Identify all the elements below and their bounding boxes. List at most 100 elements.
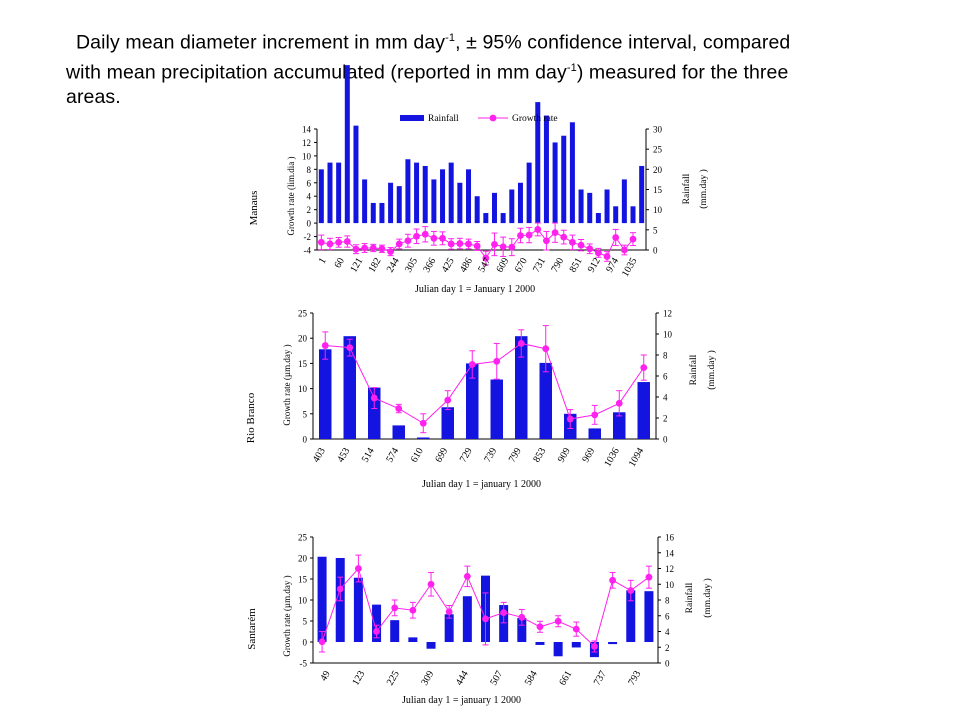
rainfall-bar — [490, 379, 503, 439]
growth-rate-point — [603, 253, 611, 260]
x-tick-label: 729 — [458, 446, 475, 464]
right-axis-label: Rainfall — [688, 354, 699, 385]
rainfall-bar — [396, 186, 402, 224]
left-tick-label: 4 — [307, 192, 312, 202]
growth-rate-point — [343, 238, 351, 245]
growth-rate-point — [354, 565, 362, 572]
growth-rate-point — [609, 576, 617, 584]
growth-rate-point — [566, 415, 574, 423]
growth-rate-line — [325, 342, 645, 424]
rainfall-bar — [343, 336, 356, 439]
rainfall-bar — [569, 122, 575, 224]
growth-rate-point — [543, 237, 550, 245]
site-label: Santarém — [246, 608, 258, 650]
growth-rate-point — [594, 249, 602, 257]
x-tick-label: 731 — [531, 256, 548, 274]
growth-rate-point — [508, 243, 516, 251]
right-tick-label: 14 — [665, 548, 675, 558]
rainfall-bar — [457, 182, 463, 224]
rainfall-bar — [392, 425, 405, 439]
growth-rate-point — [395, 240, 403, 248]
rainfall-bar — [535, 102, 541, 224]
x-tick-label: 425 — [440, 256, 457, 274]
x-tick-label: 853 — [531, 446, 548, 464]
rainfall-bar — [462, 596, 472, 642]
growth-rate-point — [586, 245, 594, 253]
growth-rate-point — [620, 246, 628, 254]
left-tick-label: 25 — [298, 533, 308, 543]
growth-rate-point — [468, 361, 476, 368]
left-axis-label: Growth rate (µm.day ) — [282, 344, 292, 425]
left-tick-label: -4 — [304, 246, 312, 256]
rainfall-bar — [637, 382, 650, 439]
growth-rate-point — [615, 399, 623, 407]
growth-rate-point — [482, 615, 489, 623]
growth-rate-point — [463, 572, 471, 580]
rainfall-bar — [317, 556, 327, 642]
x-tick-label: 507 — [488, 669, 505, 687]
rainfall-bar — [644, 591, 654, 642]
rainfall-bar — [344, 65, 350, 224]
rainfall-bar — [630, 206, 636, 224]
growth-rate-point — [518, 613, 526, 621]
right-tick-label: 10 — [663, 330, 673, 340]
x-tick-label: 486 — [458, 256, 475, 274]
right-axis-label: Rainfall — [681, 173, 692, 204]
growth-rate-point — [542, 345, 550, 353]
x-tick-label: 123 — [350, 669, 367, 687]
growth-rate-point — [473, 242, 481, 250]
right-tick-label: 0 — [663, 435, 668, 445]
rainfall-bar — [327, 162, 333, 224]
x-tick-label: 909 — [556, 446, 573, 464]
x-tick-label: 366 — [421, 256, 438, 274]
growth-rate-point — [627, 587, 635, 594]
right-axis-label-units: (mm.day ) — [698, 169, 709, 209]
rainfall-bar — [571, 642, 581, 648]
right-tick-label: 12 — [663, 309, 672, 319]
rainfall-bar — [552, 142, 558, 224]
rainfall-bar — [362, 179, 368, 224]
left-tick-label: 15 — [298, 359, 308, 369]
rainfall-bar — [390, 620, 400, 642]
rainfall-bar — [613, 206, 619, 224]
growth-rate-point — [525, 231, 533, 239]
left-tick-label: 5 — [303, 409, 308, 419]
rainfall-bar — [408, 637, 418, 642]
rainfall-bar — [318, 169, 324, 224]
rainfall-bar — [543, 115, 549, 224]
x-tick-label: 699 — [433, 446, 450, 464]
growth-rate-point — [439, 234, 446, 242]
right-axis-label-units: (mm.day ) — [706, 350, 717, 390]
x-tick-label: 403 — [311, 446, 328, 464]
growth-rate-point — [444, 396, 452, 404]
growth-rate-point — [499, 243, 507, 251]
growth-rate-point — [456, 240, 464, 247]
growth-rate-point — [421, 230, 429, 238]
left-axis-label: Growth rate (lim.dia ) — [286, 157, 296, 236]
right-tick-label: 8 — [663, 351, 668, 361]
right-axis-label: Rainfall — [684, 582, 695, 613]
legend-rainfall-label: Rainfall — [428, 113, 459, 124]
growth-rate-point — [361, 244, 369, 252]
x-axis-label: Julian day 1 = january 1 2000 — [422, 479, 541, 490]
left-tick-label: 25 — [298, 309, 308, 319]
left-tick-label: 0 — [307, 219, 312, 229]
right-tick-label: 4 — [665, 627, 670, 637]
growth-rate-point — [465, 240, 472, 248]
growth-rate-point — [387, 248, 394, 256]
growth-rate-point — [352, 245, 360, 253]
x-tick-label: 584 — [523, 669, 540, 687]
growth-rate-point — [409, 606, 417, 614]
x-tick-label: 514 — [360, 446, 377, 464]
right-tick-label: 8 — [665, 596, 670, 606]
x-tick-label: 121 — [348, 256, 365, 274]
rainfall-bar — [368, 387, 381, 439]
growth-rate-point — [554, 617, 562, 625]
left-tick-label: 0 — [303, 638, 308, 648]
right-tick-label: 0 — [665, 659, 670, 669]
rainfall-bar — [426, 642, 436, 649]
rainfall-bar — [405, 159, 411, 224]
